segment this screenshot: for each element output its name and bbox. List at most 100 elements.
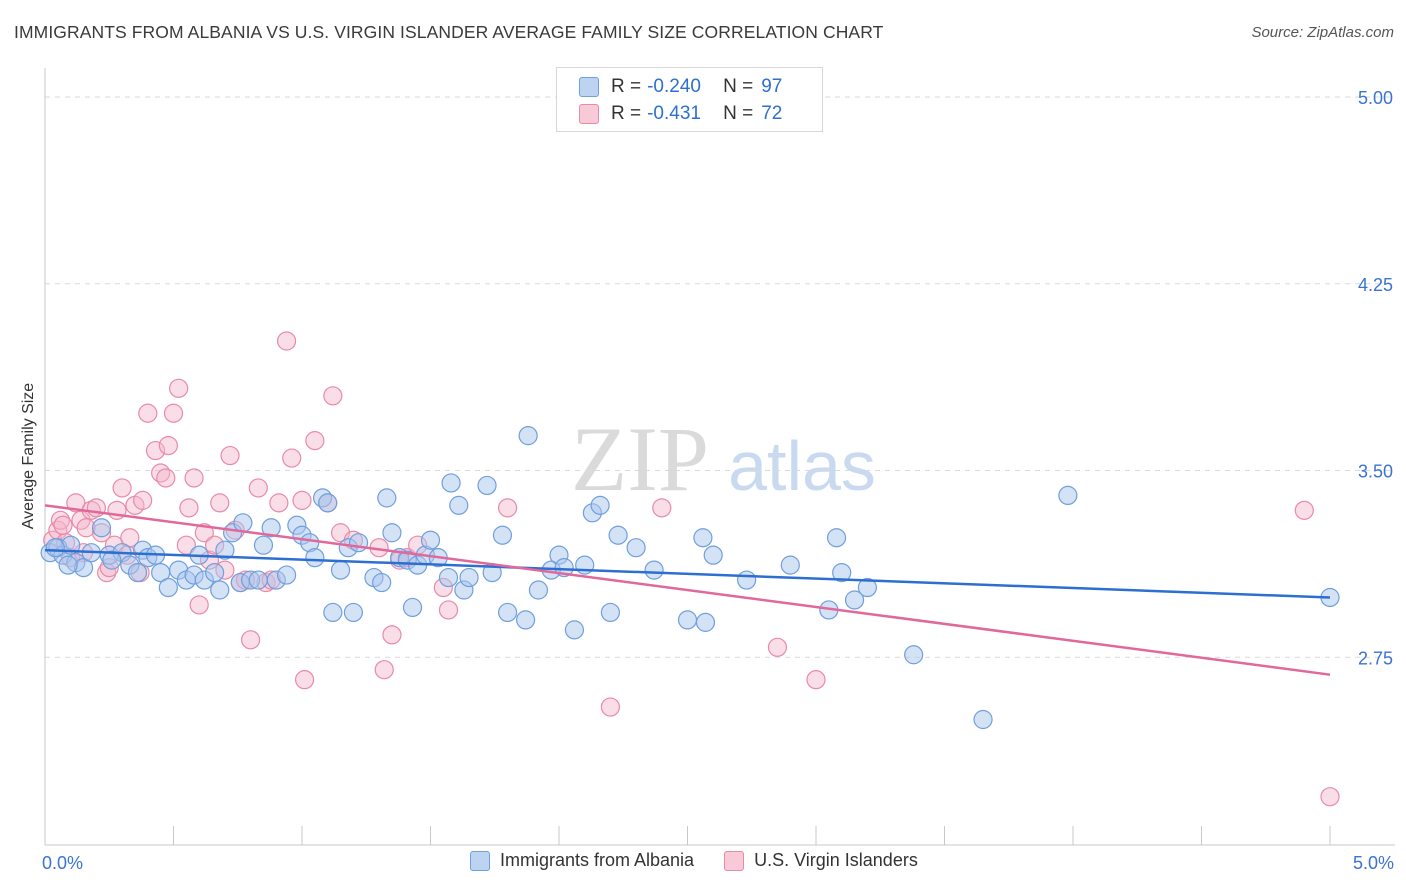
data-point-immigrants-albania [677, 610, 698, 630]
data-point-us-virgin-islanders [50, 510, 71, 530]
data-point-immigrants-albania [644, 560, 664, 580]
data-point-immigrants-albania [477, 475, 497, 496]
data-point-immigrants-albania [608, 525, 628, 545]
data-point-immigrants-albania [695, 612, 716, 632]
data-point-us-virgin-islanders [145, 440, 166, 461]
legend-item-virgin-islanders[interactable]: U.S. Virgin Islanders [724, 850, 918, 871]
data-point-us-virgin-islanders [282, 448, 302, 468]
data-point-immigrants-albania [1058, 485, 1078, 505]
data-point-immigrants-albania [844, 590, 865, 610]
legend-row-albania: R = -0.240 N = 97 [579, 74, 782, 100]
data-point-us-virgin-islanders [305, 431, 325, 451]
legend-n-value: 97 [761, 76, 783, 97]
data-point-immigrants-albania [826, 528, 847, 548]
data-point-us-virgin-islanders [1294, 500, 1314, 520]
data-point-immigrants-albania [248, 570, 268, 590]
data-point-us-virgin-islanders [156, 468, 176, 488]
data-point-us-virgin-islanders [220, 445, 240, 466]
data-point-immigrants-albania [832, 562, 852, 583]
data-point-us-virgin-islanders [210, 493, 230, 513]
data-point-immigrants-albania [590, 495, 610, 515]
data-point-us-virgin-islanders [276, 331, 297, 351]
data-point-immigrants-albania [626, 538, 646, 558]
data-point-immigrants-albania [438, 567, 459, 588]
data-point-us-virgin-islanders [184, 468, 204, 488]
data-point-immigrants-albania [703, 545, 723, 565]
data-point-us-virgin-islanders [767, 637, 788, 657]
data-point-immigrants-albania [600, 602, 621, 623]
data-point-us-virgin-islanders [112, 478, 132, 498]
data-point-immigrants-albania [91, 518, 112, 538]
y-tick-label: 5.00 [1358, 88, 1393, 108]
data-point-immigrants-albania [382, 523, 402, 543]
data-point-us-virgin-islanders [179, 498, 199, 518]
data-point-us-virgin-islanders [66, 493, 86, 513]
data-point-immigrants-albania [318, 493, 338, 513]
data-point-us-virgin-islanders [806, 670, 826, 690]
data-point-immigrants-albania [58, 555, 78, 575]
y-tick-label: 4.25 [1358, 275, 1393, 295]
data-point-us-virgin-islanders [374, 660, 394, 680]
watermark: ZIP atlas [571, 408, 876, 510]
data-point-immigrants-albania [253, 535, 274, 555]
legend-r-value: -0.240 [647, 76, 701, 97]
data-point-immigrants-albania [205, 562, 225, 583]
data-point-immigrants-albania [402, 597, 423, 618]
legend-swatch-blue [579, 77, 599, 97]
data-point-immigrants-albania [449, 495, 469, 515]
legend-row-virgin-islanders: R = -0.431 N = 72 [579, 101, 782, 127]
data-point-immigrants-albania [348, 533, 369, 553]
legend-item-albania[interactable]: Immigrants from Albania [470, 850, 694, 871]
gridlines [45, 96, 1395, 658]
data-point-immigrants-albania [323, 602, 343, 623]
data-point-immigrants-albania [158, 577, 178, 598]
data-point-immigrants-albania [261, 518, 281, 538]
data-point-immigrants-albania [693, 528, 713, 548]
legend-swatch-blue [470, 850, 490, 871]
data-point-immigrants-albania [518, 426, 538, 446]
data-point-immigrants-albania [780, 555, 800, 575]
legend-r-value: -0.431 [647, 103, 701, 124]
data-point-us-virgin-islanders [133, 490, 153, 510]
y-tick-label: 3.50 [1358, 462, 1393, 482]
data-point-us-virgin-islanders [269, 493, 289, 513]
data-point-immigrants-albania [127, 562, 148, 583]
data-point-immigrants-albania [492, 525, 513, 545]
data-point-us-virgin-islanders [163, 403, 184, 423]
data-point-us-virgin-islanders [189, 595, 209, 615]
y-tick-labels: 2.75 3.50 4.25 5.00 [1358, 88, 1393, 668]
x-tick-label: 5.0% [1353, 853, 1394, 873]
legend-swatch-pink [724, 850, 745, 871]
legend-r-label: R = [611, 76, 642, 97]
data-point-us-virgin-islanders [652, 498, 672, 518]
data-point-immigrants-albania [210, 580, 230, 600]
data-point-immigrants-albania [102, 550, 122, 570]
data-point-immigrants-albania [528, 580, 549, 600]
data-point-immigrants-albania [215, 540, 235, 560]
series-immigrants-albania-points [40, 426, 1340, 730]
watermark-atlas: atlas [728, 427, 876, 505]
x-tick-labels: 0.0% 5.0% [42, 853, 1394, 873]
chart-title: IMMIGRANTS FROM ALBANIA VS U.S. VIRGIN I… [14, 22, 884, 42]
data-point-us-virgin-islanders [158, 436, 178, 456]
data-point-immigrants-albania [377, 488, 397, 508]
data-point-us-virgin-islanders [169, 378, 189, 398]
series-us-virgin-islanders-points [43, 331, 1340, 807]
data-point-us-virgin-islanders [1320, 787, 1340, 807]
data-point-immigrants-albania [45, 538, 65, 558]
data-point-us-virgin-islanders [248, 478, 268, 498]
y-axis-label: Average Family Size [20, 383, 37, 530]
data-point-immigrants-albania [330, 560, 351, 580]
data-point-immigrants-albania [420, 530, 441, 550]
data-point-us-virgin-islanders [53, 515, 73, 535]
legend-label-virgin-islanders: U.S. Virgin Islanders [754, 850, 918, 870]
legend-n-label: N = [723, 76, 754, 97]
data-point-us-virgin-islanders [600, 697, 621, 717]
data-point-us-virgin-islanders [292, 490, 312, 510]
correlation-legend: R = -0.240 N = 97 R = -0.431 N = 72 [556, 67, 823, 132]
data-point-us-virgin-islanders [120, 528, 140, 548]
trend-line-immigrants-albania [44, 548, 1331, 599]
data-point-immigrants-albania [233, 513, 253, 533]
data-point-immigrants-albania [737, 570, 757, 590]
data-point-immigrants-albania [515, 610, 536, 630]
